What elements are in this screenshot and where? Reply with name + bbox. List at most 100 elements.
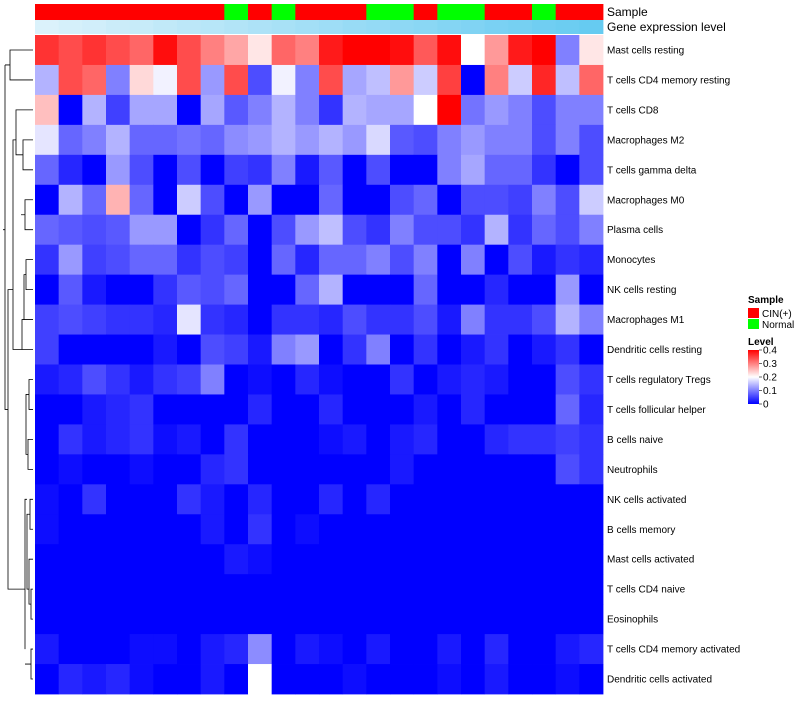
expression-annotation-cell [153, 20, 178, 34]
heatmap-cell [437, 94, 462, 126]
heatmap-cell [153, 394, 178, 425]
row-labels: Mast cells resting T cells CD4 memory res… [607, 45, 740, 685]
heatmap-cell [461, 184, 486, 216]
heatmap-cell [248, 244, 273, 276]
heatmap-cell [532, 35, 557, 66]
heatmap-cell [177, 64, 202, 96]
heatmap-cell [35, 154, 60, 186]
heatmap-cell [295, 364, 320, 395]
heatmap-cell [200, 574, 225, 605]
heatmap-cell [224, 634, 249, 665]
heatmap-cell [35, 604, 60, 635]
heatmap-cell [461, 154, 486, 186]
heatmap-cell [200, 394, 225, 425]
heatmap-cell [82, 544, 107, 575]
heatmap-cell [271, 664, 296, 695]
heatmap-cell [106, 304, 131, 335]
heatmap-cell [106, 124, 131, 156]
row-label: Neutrophils [607, 465, 658, 476]
heatmap-cell [555, 304, 580, 335]
heatmap-cell [579, 124, 604, 156]
heatmap-cell [461, 604, 486, 635]
heatmap-cell [437, 574, 462, 605]
heatmap-cell [177, 94, 202, 126]
heatmap-cell [129, 514, 154, 545]
heatmap-cell [224, 94, 249, 126]
heatmap-cell [437, 454, 462, 485]
heatmap-cell [555, 664, 580, 695]
heatmap-cell [58, 544, 83, 575]
heatmap-cell [153, 544, 178, 575]
sample-annotation-cell [461, 4, 486, 20]
heatmap-cell [461, 544, 486, 575]
heatmap-cell [366, 124, 391, 156]
heatmap-cell [484, 364, 509, 395]
heatmap-cell [200, 634, 225, 665]
legend-level-tick-label: 0 [763, 400, 769, 411]
heatmap-cell [200, 364, 225, 395]
heatmap-cell [508, 154, 533, 186]
heatmap-cell [271, 304, 296, 335]
heatmap-cell [319, 574, 344, 605]
row-label: Mast cells resting [607, 45, 684, 56]
heatmap-cell [555, 64, 580, 96]
expression-annotation-cell [342, 20, 367, 34]
heatmap-cell [35, 304, 60, 335]
heatmap-cells [35, 35, 604, 695]
heatmap-cell [153, 334, 178, 365]
heatmap-cell [224, 574, 249, 605]
heatmap-cell [200, 664, 225, 695]
heatmap-cell [248, 274, 273, 305]
heatmap-cell [200, 154, 225, 186]
heatmap-cell [200, 604, 225, 635]
heatmap-cell [295, 184, 320, 216]
heatmap-cell [413, 154, 438, 186]
heatmap-cell [153, 484, 178, 515]
heatmap-cell [366, 484, 391, 515]
heatmap-cell [271, 394, 296, 425]
heatmap-cell [106, 484, 131, 515]
heatmap-cell [129, 604, 154, 635]
heatmap-cell [248, 304, 273, 335]
heatmap-cell [58, 604, 83, 635]
heatmap-cell [555, 124, 580, 156]
heatmap-cell [366, 514, 391, 545]
heatmap-cell [342, 304, 367, 335]
heatmap-cell [200, 454, 225, 485]
row-label: Macrophages M1 [607, 315, 685, 326]
heatmap-cell [555, 35, 580, 66]
heatmap-cell [35, 424, 60, 455]
heatmap-cell [129, 184, 154, 216]
heatmap-cell [224, 35, 249, 66]
legend-level-bar [748, 350, 759, 404]
heatmap-cell [129, 364, 154, 395]
heatmap-cell [82, 394, 107, 425]
expression-annotation-cell [295, 20, 320, 34]
heatmap-cell [106, 454, 131, 485]
heatmap-cell [295, 274, 320, 305]
heatmap-cell [579, 214, 604, 246]
heatmap-cell [484, 664, 509, 695]
heatmap-cell [82, 604, 107, 635]
heatmap-cell [390, 304, 415, 335]
heatmap-cell [342, 124, 367, 156]
heatmap-cell [82, 184, 107, 216]
heatmap-cell [413, 124, 438, 156]
heatmap-cell [461, 424, 486, 455]
heatmap-cell [555, 394, 580, 425]
heatmap-cell [342, 514, 367, 545]
heatmap-cell [271, 484, 296, 515]
heatmap-cell [342, 214, 367, 246]
expression-annotation-cell [532, 20, 557, 34]
expression-annotation-cell [35, 20, 60, 34]
heatmap-cell [342, 544, 367, 575]
heatmap-cell [437, 484, 462, 515]
heatmap-cell [271, 274, 296, 305]
sample-annotation-cell [342, 4, 367, 20]
heatmap-cell [248, 424, 273, 455]
sample-annotation-cell [508, 4, 533, 20]
heatmap-cell [366, 574, 391, 605]
heatmap-cell [437, 664, 462, 695]
heatmap-cell [295, 574, 320, 605]
heatmap-cell [319, 94, 344, 126]
